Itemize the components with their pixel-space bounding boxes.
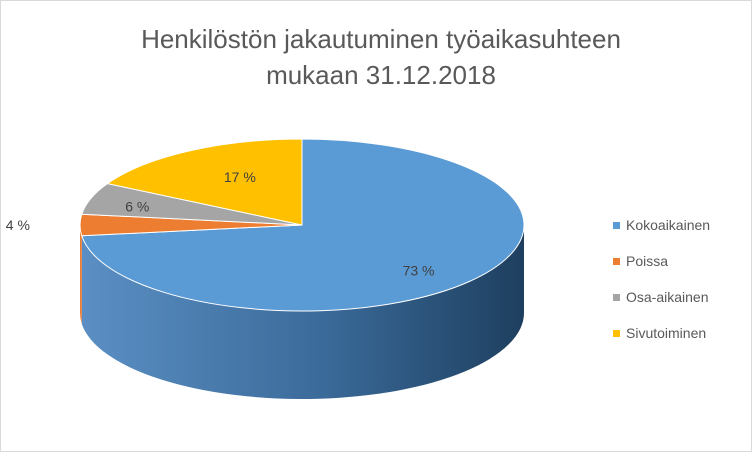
pie-side-kokoaikainen bbox=[81, 225, 524, 400]
pie-slice-sivutoiminen bbox=[106, 138, 303, 226]
legend-swatch bbox=[613, 257, 620, 265]
legend-label: Osa-aikainen bbox=[626, 289, 709, 305]
legend-label: Poissa bbox=[626, 253, 669, 269]
legend-label: Kokoaikainen bbox=[626, 217, 711, 233]
chart-title-line-2: mukaan 31.12.2018 bbox=[266, 60, 496, 90]
chart-title: Henkilöstön jakautuminen työaikasuhteen … bbox=[1, 21, 751, 93]
pie-data-labels: 73 % 4 % 6 % 17 % bbox=[6, 169, 435, 279]
pie-slice-kokoaikainen bbox=[81, 138, 525, 312]
legend-swatch bbox=[613, 329, 620, 337]
chart-title-line-1: Henkilöstön jakautuminen työaikasuhteen bbox=[141, 24, 621, 54]
pie-slices bbox=[79, 138, 525, 312]
legend-item-osa-aikainen: Osa-aikainen bbox=[613, 279, 710, 315]
legend-item-poissa: Poissa bbox=[613, 243, 710, 279]
data-label-kokoaikainen: 73 % bbox=[403, 262, 435, 278]
legend-label: Sivutoiminen bbox=[626, 325, 707, 341]
pie-side-poissa bbox=[80, 225, 82, 324]
legend-item-sivutoiminen: Sivutoiminen bbox=[613, 315, 710, 351]
pie-side-walls bbox=[80, 225, 524, 400]
legend: Kokoaikainen Poissa Osa-aikainen Sivutoi… bbox=[613, 207, 710, 351]
legend-swatch bbox=[613, 221, 620, 229]
data-label-osa-aikainen: 6 % bbox=[125, 198, 149, 214]
data-label-sivutoiminen: 17 % bbox=[224, 169, 256, 185]
legend-item-kokoaikainen: Kokoaikainen bbox=[613, 207, 710, 243]
legend-swatch bbox=[613, 293, 620, 301]
data-label-poissa: 4 % bbox=[6, 217, 30, 233]
